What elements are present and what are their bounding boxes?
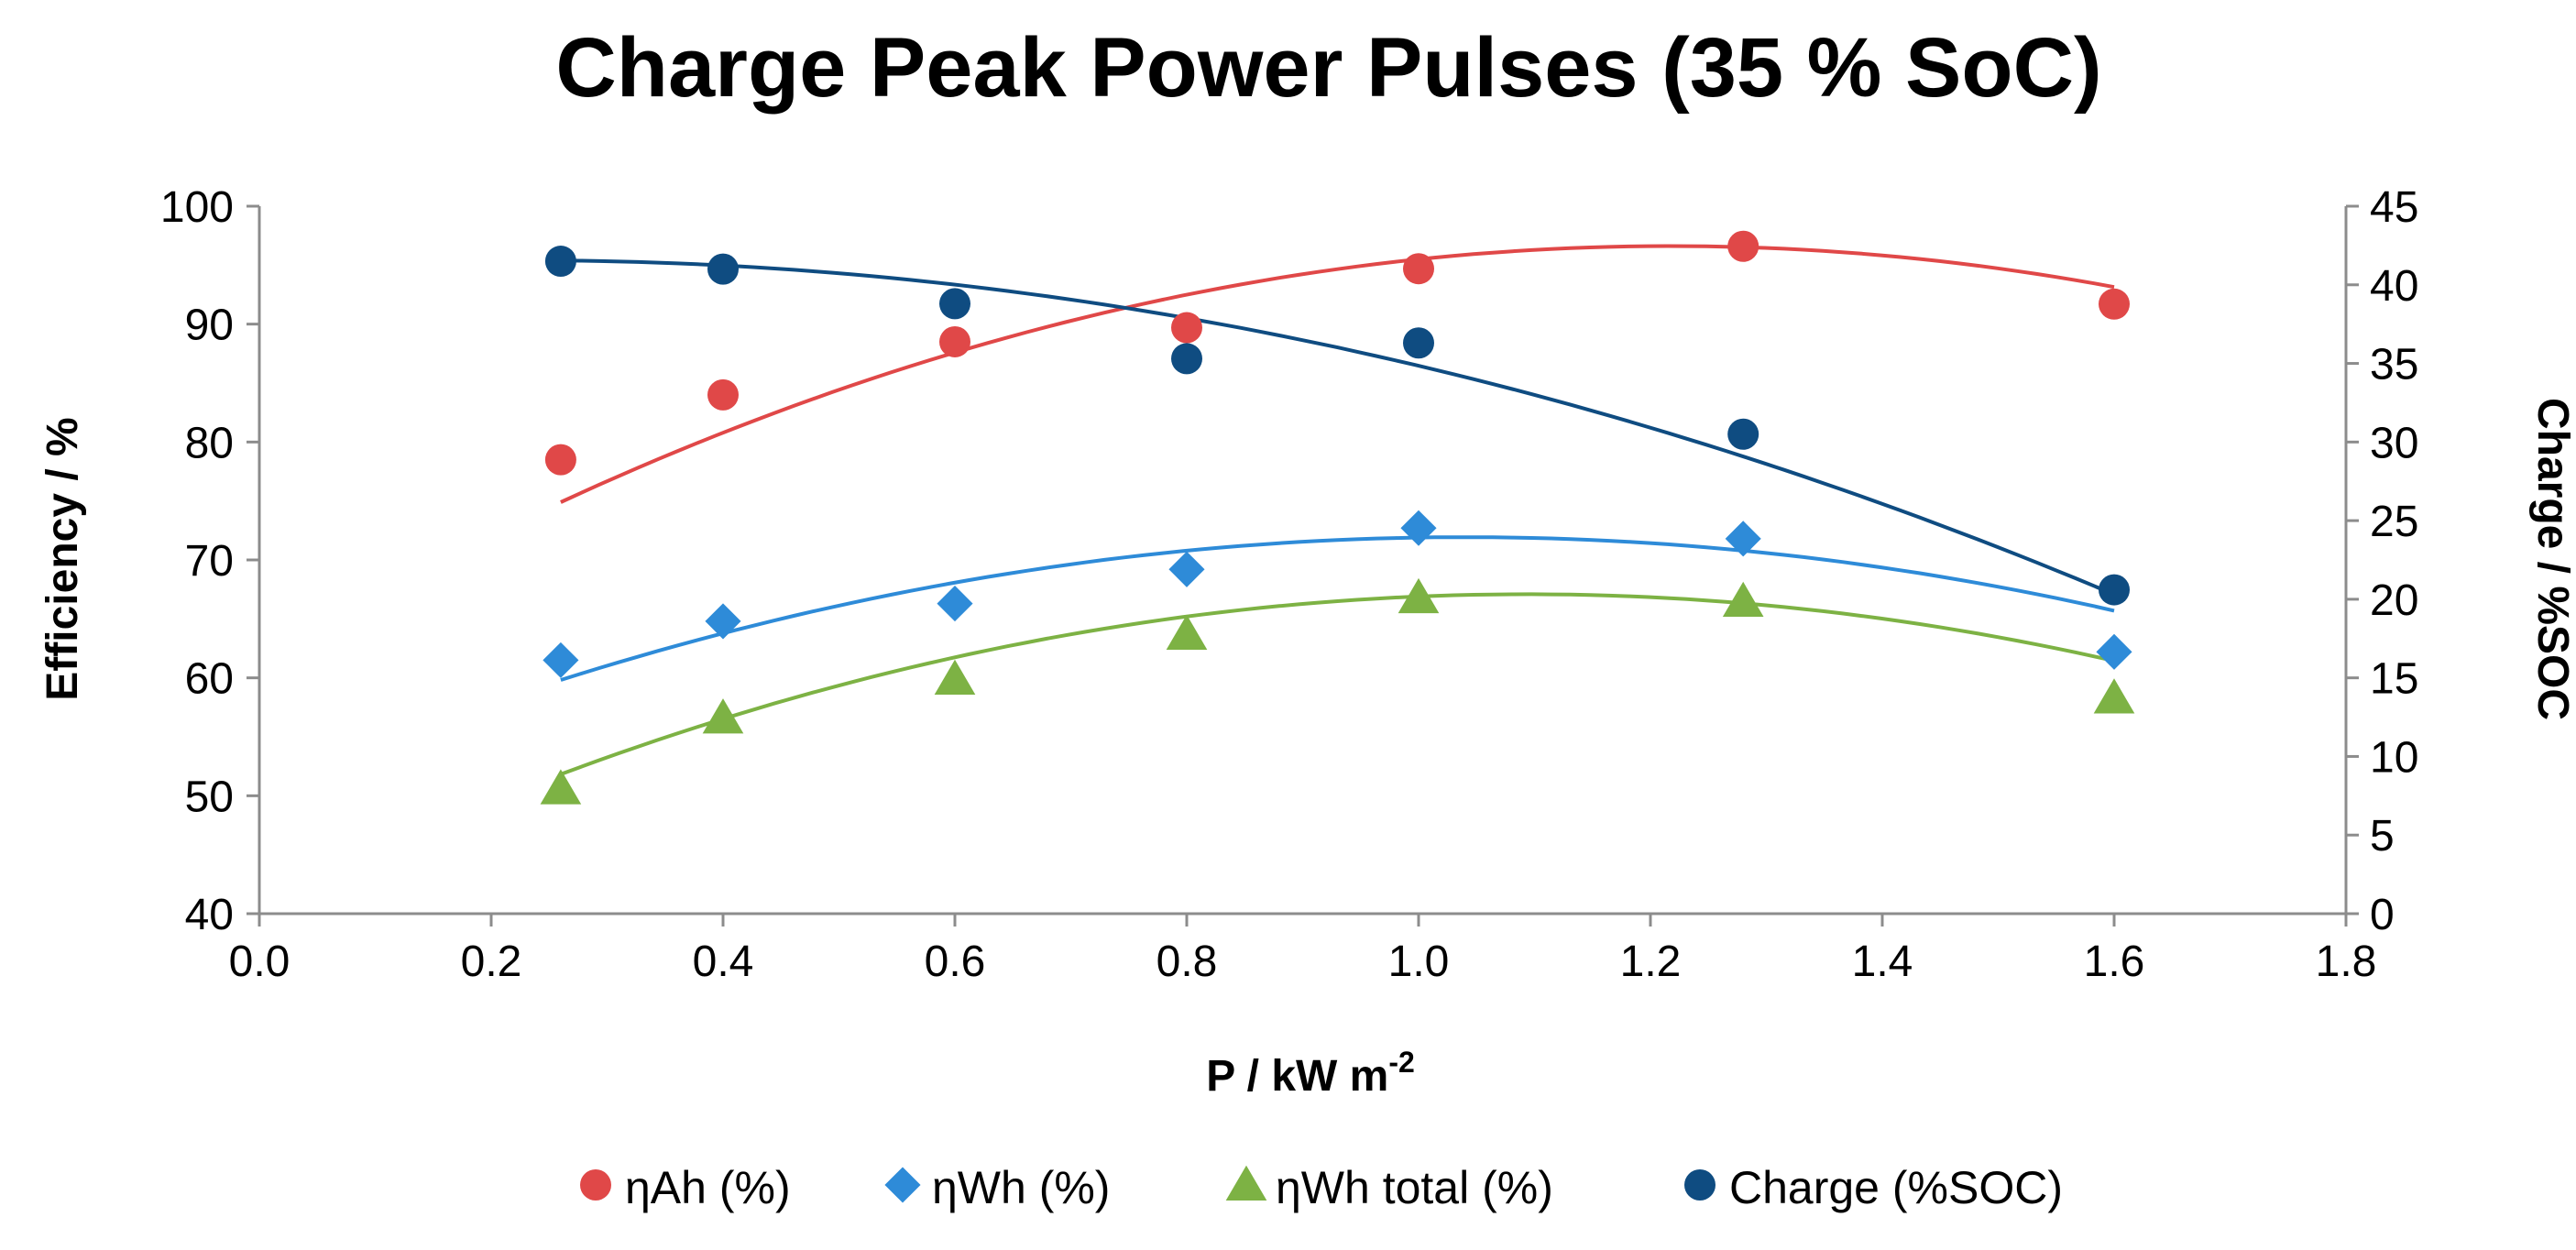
point-series-0 — [2099, 288, 2130, 320]
point-series-0 — [1403, 253, 1434, 285]
x-axis-label-main: P / kW m — [1206, 1052, 1388, 1101]
point-series-0 — [1171, 312, 1202, 344]
y-tick-label: 100 — [160, 183, 234, 232]
y2-tick-label: 45 — [2370, 183, 2418, 232]
point-series-2 — [702, 698, 744, 734]
y2-tick-label: 0 — [2370, 891, 2395, 939]
point-series-2 — [1398, 577, 1440, 614]
y-tick-label: 80 — [185, 419, 234, 467]
point-series-1 — [1400, 510, 1437, 546]
y2-tick-label: 20 — [2370, 576, 2418, 625]
point-series-0 — [939, 325, 970, 357]
point-series-1 — [2096, 633, 2132, 670]
data-points — [540, 230, 2135, 805]
x-tick-label: 1.6 — [2084, 938, 2145, 986]
x-tick-label: 0.2 — [461, 938, 522, 986]
point-series-0 — [707, 378, 739, 411]
legend-marker-0 — [580, 1169, 611, 1201]
y2-tick-label: 10 — [2370, 733, 2418, 782]
y2-tick-label: 15 — [2370, 655, 2418, 704]
point-series-0 — [544, 444, 576, 476]
point-series-3 — [707, 253, 739, 285]
legend-label-1: ηWh (%) — [932, 1162, 1110, 1213]
x-tick-label: 0.6 — [925, 938, 986, 986]
y-tick-label: 70 — [185, 537, 234, 586]
legend-marker-2 — [1225, 1165, 1267, 1201]
legend-marker-1 — [884, 1167, 921, 1203]
point-series-1 — [937, 586, 973, 622]
x-tick-label: 1.4 — [1852, 938, 1913, 986]
point-series-0 — [1727, 230, 1759, 262]
chart-title: Charge Peak Power Pulses (35 % SoC) — [555, 21, 2101, 115]
y-axis-label: Efficiency / % — [38, 417, 87, 700]
y2-tick-label: 5 — [2370, 812, 2395, 861]
point-series-3 — [2099, 574, 2130, 606]
point-series-2 — [1166, 614, 1208, 651]
legend: ηAh (%) ηWh (%) ηWh total (%) Charge (%SOC) — [580, 1162, 2063, 1213]
point-series-3 — [1727, 418, 1759, 450]
legend-label-0: ηAh (%) — [625, 1162, 791, 1213]
point-series-1 — [1725, 521, 1761, 557]
point-series-3 — [939, 288, 970, 320]
point-series-2 — [934, 659, 976, 695]
x-axis-label-superscript: -2 — [1388, 1046, 1414, 1079]
trend-line-1 — [560, 535, 2115, 682]
x-tick-label: 1.2 — [1620, 938, 1682, 986]
legend-label-3: Charge (%SOC) — [1729, 1162, 2063, 1213]
point-series-1 — [1168, 551, 1205, 587]
y2-tick-label: 35 — [2370, 341, 2418, 389]
point-series-1 — [705, 603, 741, 640]
x-tick-label: 1.0 — [1388, 938, 1450, 986]
point-series-1 — [543, 641, 579, 678]
point-series-2 — [540, 769, 582, 805]
x-tick-label: 0.8 — [1156, 938, 1218, 986]
point-series-3 — [1403, 327, 1434, 359]
point-series-2 — [2093, 678, 2135, 714]
y2-tick-label: 25 — [2370, 498, 2418, 546]
point-series-2 — [1722, 581, 1764, 618]
trend-line-3 — [560, 258, 2115, 597]
trend-lines — [560, 244, 2115, 776]
legend-label-2: ηWh total (%) — [1276, 1162, 1553, 1213]
y-tick-label: 40 — [185, 891, 234, 939]
x-tick-label: 0.0 — [229, 938, 290, 986]
y-tick-label: 60 — [185, 655, 234, 704]
point-series-3 — [1171, 343, 1202, 375]
legend-marker-3 — [1684, 1169, 1716, 1201]
x-tick-label: 1.8 — [2316, 938, 2377, 986]
x-axis-label: P / kW m-2 — [1206, 1046, 1415, 1101]
trend-line-0 — [560, 244, 2115, 504]
trend-line-2 — [560, 592, 2115, 776]
y2-tick-label: 40 — [2370, 262, 2418, 311]
y-tick-label: 90 — [185, 302, 234, 350]
y2-axis-label: Charge / %SOC — [2528, 398, 2576, 720]
y-tick-label: 50 — [185, 773, 234, 821]
y2-tick-label: 30 — [2370, 419, 2418, 467]
point-series-3 — [544, 246, 576, 278]
x-tick-label: 0.4 — [693, 938, 754, 986]
axes-frame — [247, 204, 2359, 927]
tick-labels: 0.0 0.2 0.4 0.6 0.8 1.0 1.2 1.4 1.6 1.84050607080… — [160, 183, 2418, 986]
